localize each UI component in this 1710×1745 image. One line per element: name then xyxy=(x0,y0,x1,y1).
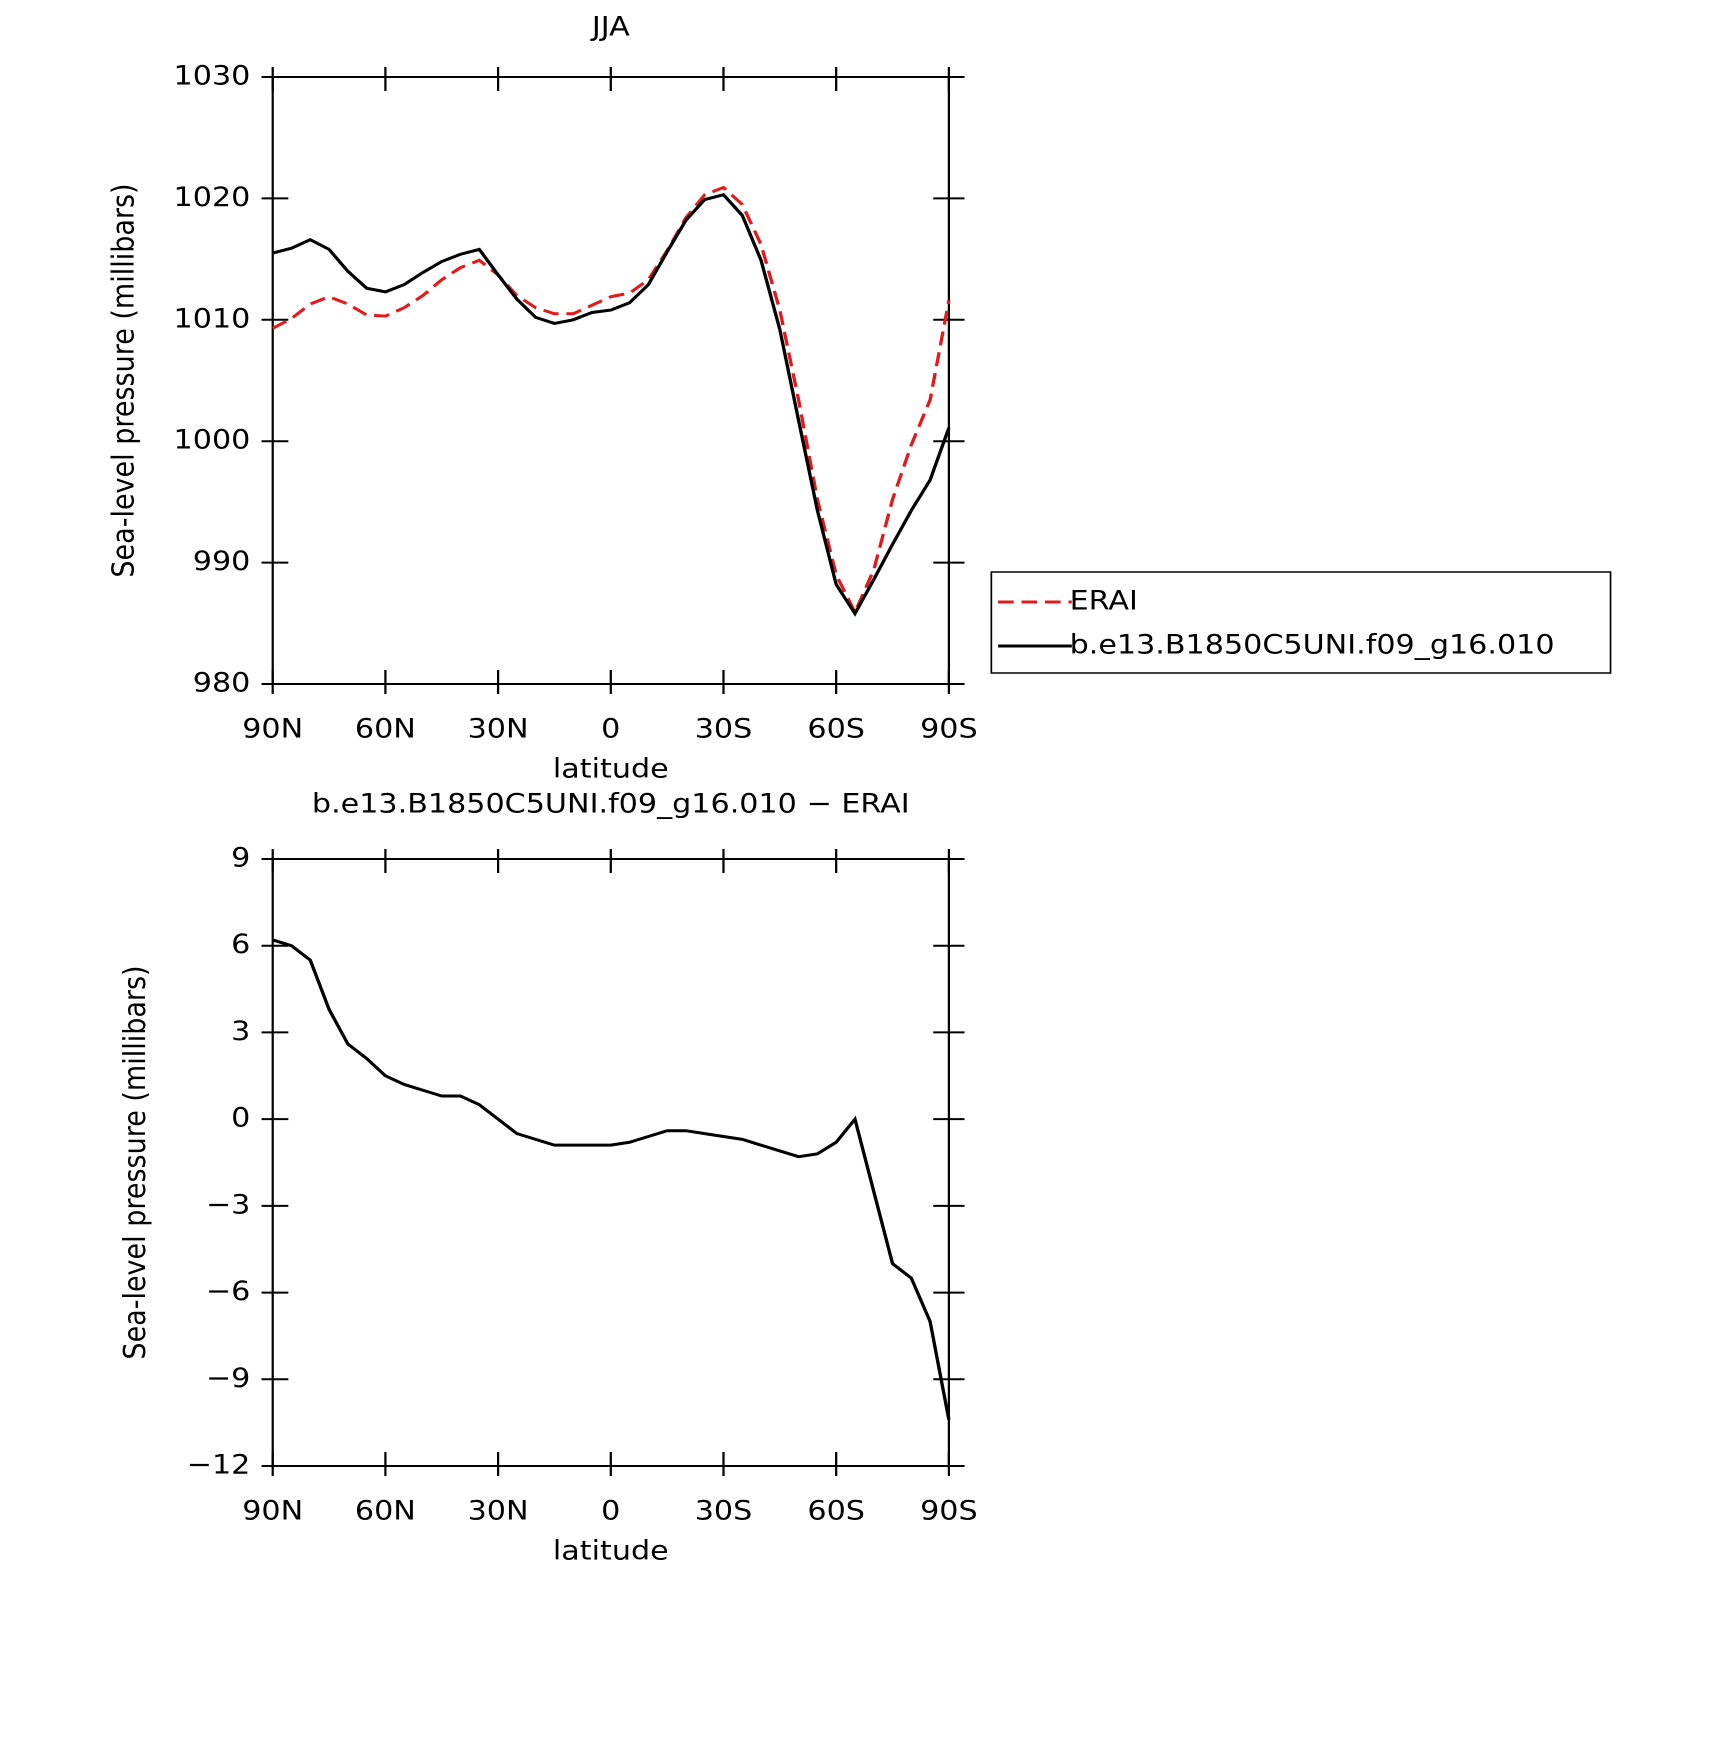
y-tick-label: −3 xyxy=(206,1188,250,1220)
y-tick-label: 990 xyxy=(193,545,251,577)
x-axis-label: latitude xyxy=(553,752,669,784)
y-axis-label: Sea-level pressure (millibars) xyxy=(116,965,152,1359)
y-tick-label: 3 xyxy=(231,1015,250,1047)
x-tick-label: 90N xyxy=(242,1494,303,1526)
x-tick-label: 60S xyxy=(807,712,865,744)
legend-label: ERAI xyxy=(1070,584,1138,616)
x-tick-label: 90S xyxy=(920,1494,978,1526)
x-tick-label: 0 xyxy=(601,712,620,744)
data-line xyxy=(271,185,951,617)
x-tick-label: 0 xyxy=(601,1494,620,1526)
x-axis-label: latitude xyxy=(553,1534,669,1566)
x-tick-label: 30N xyxy=(468,1494,529,1526)
y-tick-label: 1030 xyxy=(174,59,251,91)
x-tick-label: 30S xyxy=(695,712,753,744)
y-tick-label: 1010 xyxy=(174,302,251,334)
data-line xyxy=(272,938,951,1421)
x-tick-label: 60S xyxy=(807,1494,865,1526)
legend-box xyxy=(990,571,1612,674)
x-tick-label: 30S xyxy=(695,1494,753,1526)
y-tick-label: 6 xyxy=(231,928,250,960)
chart-title: b.e13.B1850C5UNI.f09_g16.010 − ERAI xyxy=(312,787,910,819)
chart-title: JJA xyxy=(590,10,630,42)
data-line xyxy=(272,193,951,617)
y-tick-label: 1000 xyxy=(174,423,251,455)
x-tick-label: 90N xyxy=(242,712,303,744)
x-tick-label: 30N xyxy=(468,712,529,744)
y-tick-label: 0 xyxy=(231,1101,250,1133)
y-tick-label: −9 xyxy=(206,1361,250,1393)
y-axis-label: Sea-level pressure (millibars) xyxy=(105,183,141,577)
x-tick-label: 90S xyxy=(920,712,978,744)
x-tick-label: 60N xyxy=(355,1494,416,1526)
y-tick-label: −12 xyxy=(187,1448,251,1480)
legend-label: b.e13.B1850C5UNI.f09_g16.010 xyxy=(1070,628,1555,660)
x-tick-label: 60N xyxy=(355,712,416,744)
y-tick-label: 9 xyxy=(231,841,250,873)
y-tick-label: 980 xyxy=(193,666,251,698)
plot-frame xyxy=(271,858,950,1467)
plot-frame xyxy=(271,76,950,685)
y-tick-label: 1020 xyxy=(174,180,251,212)
y-tick-label: −6 xyxy=(206,1275,250,1307)
